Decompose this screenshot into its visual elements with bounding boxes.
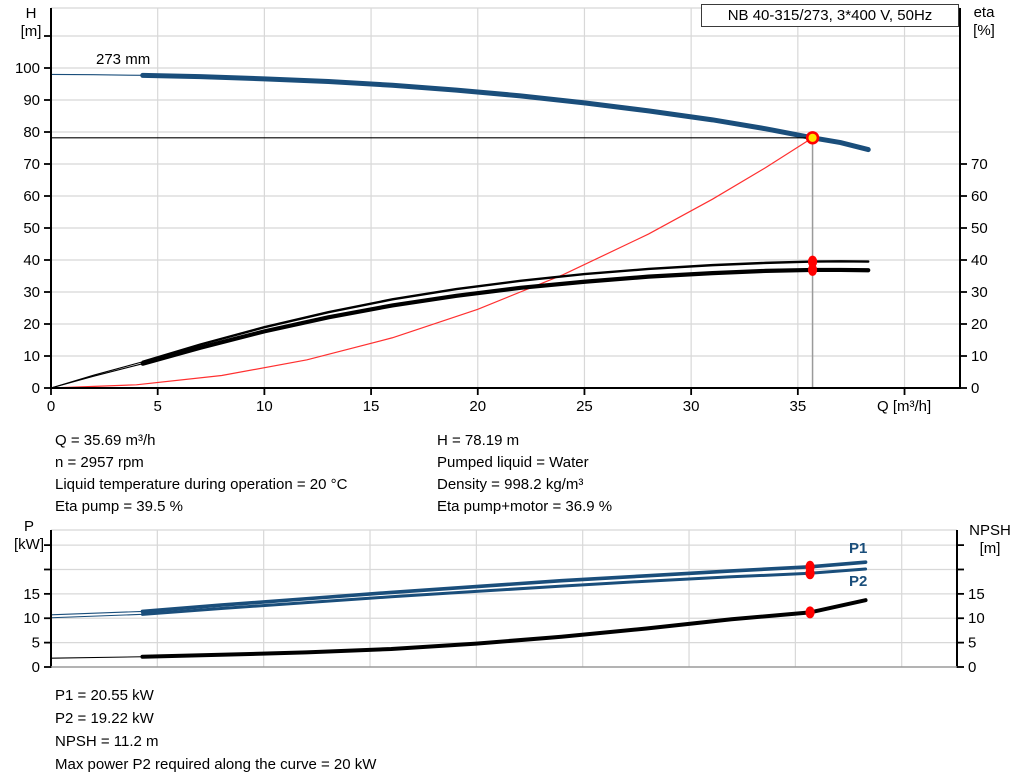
svg-text:60: 60 bbox=[971, 188, 988, 205]
pump-name-box: NB 40-315/273, 3*400 V, 50Hz bbox=[701, 4, 959, 27]
p1-curve-label: P1 bbox=[849, 540, 868, 557]
summary-line-liquid: Pumped liquid = Water bbox=[437, 454, 589, 471]
summary-line-flow: Q = 35.69 m³/h bbox=[55, 432, 156, 449]
eta-pump-motor-curve bbox=[140, 267, 871, 366]
npsh-curve bbox=[140, 598, 868, 659]
duty-summary-left: Q = 35.69 m³/h n = 2957 rpm Liquid tempe… bbox=[55, 430, 347, 518]
svg-text:20: 20 bbox=[971, 316, 988, 333]
svg-text:0: 0 bbox=[47, 398, 55, 415]
npsh-point bbox=[805, 606, 815, 619]
svg-text:10: 10 bbox=[968, 610, 985, 627]
svg-text:80: 80 bbox=[23, 124, 40, 141]
svg-text:100: 100 bbox=[15, 60, 40, 77]
h-axis-name: H bbox=[25, 5, 37, 22]
svg-text:0: 0 bbox=[968, 659, 976, 676]
summary-line-head: H = 78.19 m bbox=[437, 432, 520, 449]
svg-text:5: 5 bbox=[968, 635, 976, 652]
summary-line-temperature: Liquid temperature during operation = 20… bbox=[55, 476, 348, 493]
duty-point bbox=[805, 131, 820, 145]
p-axis-label: P [kW] bbox=[8, 518, 50, 554]
p2-curve-label: P2 bbox=[849, 573, 868, 590]
summary-line-density: Density = 998.2 kg/m³ bbox=[437, 476, 584, 493]
summary-line-speed: n = 2957 rpm bbox=[55, 454, 144, 471]
h-axis-unit: [m] bbox=[20, 23, 42, 40]
summary-line-maxpower: Max power P2 required along the curve = … bbox=[55, 756, 377, 773]
svg-text:10: 10 bbox=[256, 398, 273, 415]
eta-axis-name: eta bbox=[973, 4, 995, 21]
svg-text:0: 0 bbox=[32, 380, 40, 397]
svg-text:15: 15 bbox=[23, 586, 40, 603]
svg-text:10: 10 bbox=[23, 348, 40, 365]
p1-curve bbox=[140, 560, 868, 614]
p-axis-name: P bbox=[23, 518, 34, 535]
svg-text:30: 30 bbox=[683, 398, 700, 415]
system-curve-thin bbox=[50, 137, 813, 389]
h-axis-label: H [m] bbox=[12, 5, 50, 41]
eta-pump-point bbox=[807, 255, 818, 268]
svg-text:50: 50 bbox=[23, 220, 40, 237]
duty-summary-right: H = 78.19 m Pumped liquid = Water Densit… bbox=[437, 430, 612, 518]
p2-point bbox=[805, 567, 815, 580]
svg-text:0: 0 bbox=[32, 659, 40, 676]
svg-text:90: 90 bbox=[23, 92, 40, 109]
svg-text:70: 70 bbox=[971, 156, 988, 173]
power-summary: P1 = 20.55 kW P2 = 19.22 kW NPSH = 11.2 … bbox=[55, 684, 376, 776]
npsh-axis-unit: [m] bbox=[979, 540, 1001, 557]
svg-text:25: 25 bbox=[576, 398, 593, 415]
svg-text:50: 50 bbox=[971, 220, 988, 237]
svg-text:15: 15 bbox=[363, 398, 380, 415]
svg-text:20: 20 bbox=[23, 316, 40, 333]
eta-axis-label: eta [%] bbox=[964, 4, 1004, 40]
summary-line-eta-pump-motor: Eta pump+motor = 36.9 % bbox=[437, 498, 613, 515]
eta-pump-curve-thin bbox=[50, 260, 869, 389]
eta-axis-unit: [%] bbox=[973, 22, 995, 39]
p2-curve bbox=[140, 567, 868, 616]
svg-text:15: 15 bbox=[968, 586, 985, 603]
svg-text:30: 30 bbox=[23, 284, 40, 301]
svg-text:40: 40 bbox=[23, 252, 40, 269]
svg-text:20: 20 bbox=[469, 398, 486, 415]
svg-text:35: 35 bbox=[789, 398, 806, 415]
impeller-diameter-label: 273 mm bbox=[96, 51, 151, 68]
npsh-axis-name: NPSH bbox=[969, 522, 1011, 539]
svg-text:5: 5 bbox=[154, 398, 162, 415]
eta-pump-motor-point bbox=[807, 263, 818, 276]
svg-text:10: 10 bbox=[971, 348, 988, 365]
svg-text:70: 70 bbox=[23, 156, 40, 173]
svg-text:0: 0 bbox=[971, 380, 979, 397]
summary-line-p1: P1 = 20.55 kW bbox=[55, 687, 154, 704]
svg-text:40: 40 bbox=[971, 252, 988, 269]
eta-pump-curve bbox=[141, 260, 870, 363]
summary-line-npsh: NPSH = 11.2 m bbox=[55, 733, 159, 750]
q-axis-label: Q [m³/h] bbox=[877, 398, 932, 415]
svg-text:10: 10 bbox=[23, 610, 40, 627]
p-axis-unit: [kW] bbox=[14, 536, 44, 553]
npsh-axis-label: NPSH [m] bbox=[960, 522, 1020, 558]
svg-text:60: 60 bbox=[23, 188, 40, 205]
svg-text:5: 5 bbox=[32, 635, 40, 652]
head-curve bbox=[140, 72, 871, 153]
summary-line-p2: P2 = 19.22 kW bbox=[55, 710, 154, 727]
summary-line-eta-pump: Eta pump = 39.5 % bbox=[55, 498, 183, 515]
svg-text:30: 30 bbox=[971, 284, 988, 301]
